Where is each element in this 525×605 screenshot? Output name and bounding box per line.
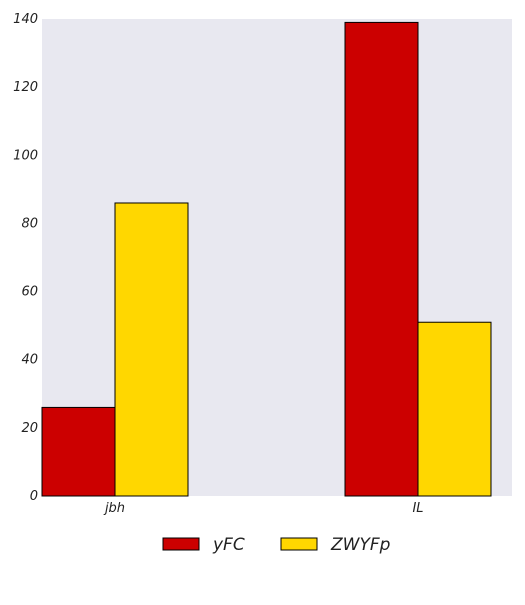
legend-swatch-ZWYFp — [280, 537, 318, 551]
y-tick-label: 20 — [21, 421, 38, 436]
y-tick-label: 80 — [21, 216, 38, 231]
bar-ZWYFp-IL — [417, 321, 492, 497]
bar-ZWYFp-jbh — [114, 202, 189, 497]
bar-yFC-jbh — [41, 406, 116, 497]
y-tick-label: 100 — [13, 148, 38, 163]
y-tick-label: 120 — [13, 80, 38, 95]
y-tick-label: 0 — [30, 489, 38, 504]
bar-yFC-IL — [344, 21, 419, 497]
legend-label-ZWYFp: ZWYFp — [330, 535, 391, 555]
y-axis: 0 20 40 60 80 100 120 140 — [13, 12, 38, 504]
legend-swatch-yFC — [162, 537, 200, 551]
y-tick-label: 40 — [21, 353, 38, 368]
y-tick-label: 60 — [21, 285, 38, 300]
legend-label-yFC: yFC — [212, 535, 245, 555]
bars-group — [41, 21, 492, 497]
x-tick-label: IL — [412, 501, 423, 516]
x-tick-label: jbh — [103, 501, 125, 516]
legend: yFC ZWYFp — [162, 535, 391, 555]
y-tick-label: 140 — [13, 12, 38, 27]
x-axis: jbh IL — [103, 501, 424, 516]
